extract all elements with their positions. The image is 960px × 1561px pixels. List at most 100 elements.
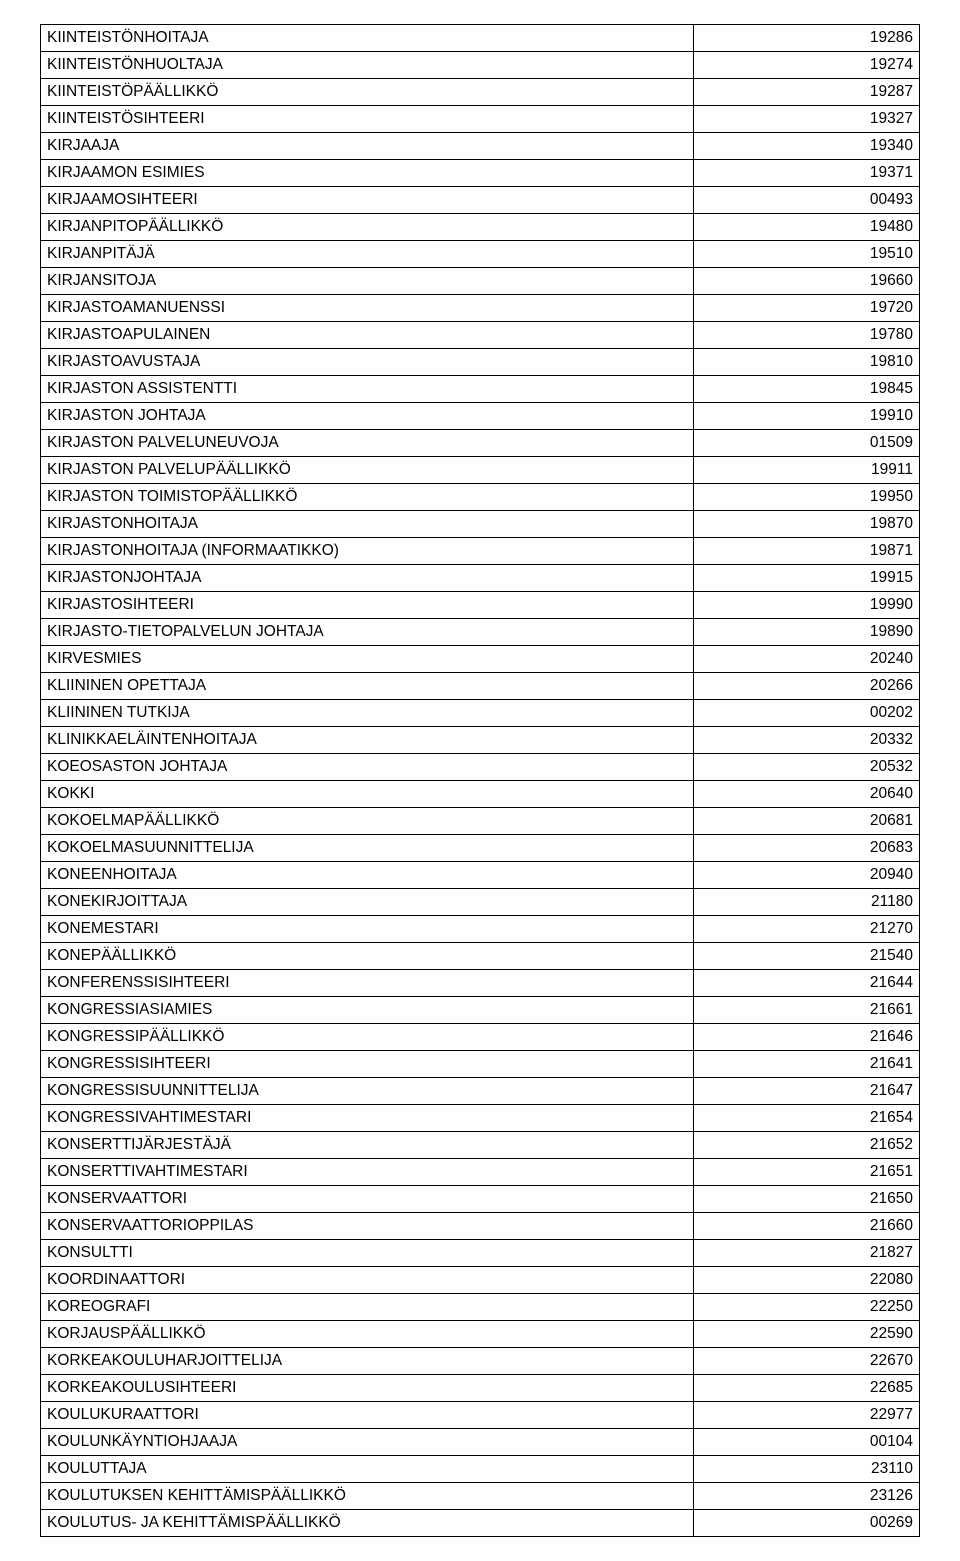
- job-code-cell: 21646: [693, 1024, 919, 1051]
- job-name-cell: KORJAUSPÄÄLLIKKÖ: [41, 1321, 694, 1348]
- job-name-cell: KONFERENSSISIHTEERI: [41, 970, 694, 997]
- job-name-cell: KIRJASTOAPULAINEN: [41, 322, 694, 349]
- job-name-cell: KIRJASTOSIHTEERI: [41, 592, 694, 619]
- job-code-cell: 19950: [693, 484, 919, 511]
- job-code-cell: 00202: [693, 700, 919, 727]
- job-name-cell: KOULUTTAJA: [41, 1456, 694, 1483]
- job-name-cell: KIINTEISTÖSIHTEERI: [41, 106, 694, 133]
- table-row: KONGRESSISUUNNITTELIJA21647: [41, 1078, 920, 1105]
- job-name-cell: KIRJASTON TOIMISTOPÄÄLLIKKÖ: [41, 484, 694, 511]
- job-code-cell: 20532: [693, 754, 919, 781]
- job-name-cell: KONEENHOITAJA: [41, 862, 694, 889]
- table-row: KIRJASTONHOITAJA (INFORMAATIKKO)19871: [41, 538, 920, 565]
- table-row: KOORDINAATTORI22080: [41, 1267, 920, 1294]
- job-name-cell: KIRJASTON ASSISTENTTI: [41, 376, 694, 403]
- job-code-cell: 20681: [693, 808, 919, 835]
- job-name-cell: KONEMESTARI: [41, 916, 694, 943]
- job-code-cell: 21827: [693, 1240, 919, 1267]
- job-code-cell: 22977: [693, 1402, 919, 1429]
- job-code-cell: 22685: [693, 1375, 919, 1402]
- job-code-cell: 21641: [693, 1051, 919, 1078]
- job-code-cell: 21644: [693, 970, 919, 997]
- job-name-cell: KIRJASTONHOITAJA (INFORMAATIKKO): [41, 538, 694, 565]
- job-name-cell: KOULUNKÄYNTIOHJAAJA: [41, 1429, 694, 1456]
- table-row: KIRJANPITÄJÄ19510: [41, 241, 920, 268]
- table-row: KONGRESSIASIAMIES21661: [41, 997, 920, 1024]
- job-name-cell: KIRJASTON JOHTAJA: [41, 403, 694, 430]
- table-row: KIRJASTON ASSISTENTTI19845: [41, 376, 920, 403]
- table-row: KIRJASTONJOHTAJA19915: [41, 565, 920, 592]
- job-code-cell: 01509: [693, 430, 919, 457]
- job-name-cell: KOEOSASTON JOHTAJA: [41, 754, 694, 781]
- table-row: KONGRESSIVAHTIMESTARI21654: [41, 1105, 920, 1132]
- job-name-cell: KIINTEISTÖPÄÄLLIKKÖ: [41, 79, 694, 106]
- table-row: KOULUTUS- JA KEHITTÄMISPÄÄLLIKKÖ00269: [41, 1510, 920, 1537]
- job-code-cell: 19871: [693, 538, 919, 565]
- job-name-cell: KOULUTUKSEN KEHITTÄMISPÄÄLLIKKÖ: [41, 1483, 694, 1510]
- table-row: KLINIKKAELÄINTENHOITAJA20332: [41, 727, 920, 754]
- table-row: KIRVESMIES20240: [41, 646, 920, 673]
- job-code-cell: 22590: [693, 1321, 919, 1348]
- job-name-cell: KIRJANSITOJA: [41, 268, 694, 295]
- job-name-cell: KIRJASTOAVUSTAJA: [41, 349, 694, 376]
- table-row: KIRJAAJA19340: [41, 133, 920, 160]
- job-name-cell: KIRJANPITOPÄÄLLIKKÖ: [41, 214, 694, 241]
- job-name-cell: KIRJASTOAMANUENSSI: [41, 295, 694, 322]
- table-row: KOEOSASTON JOHTAJA20532: [41, 754, 920, 781]
- table-row: KOKKI20640: [41, 781, 920, 808]
- job-code-cell: 19911: [693, 457, 919, 484]
- table-row: KIINTEISTÖNHOITAJA19286: [41, 25, 920, 52]
- table-row: KOKOELMAPÄÄLLIKKÖ20681: [41, 808, 920, 835]
- job-name-cell: KONSERTTIJÄRJESTÄJÄ: [41, 1132, 694, 1159]
- job-code-cell: 20240: [693, 646, 919, 673]
- table-row: KIRJASTON PALVELUPÄÄLLIKKÖ19911: [41, 457, 920, 484]
- job-name-cell: KIRJAAJA: [41, 133, 694, 160]
- table-row: KONSERVAATTORIOPPILAS21660: [41, 1213, 920, 1240]
- job-name-cell: KONEKIRJOITTAJA: [41, 889, 694, 916]
- job-code-cell: 22080: [693, 1267, 919, 1294]
- job-code-cell: 22250: [693, 1294, 919, 1321]
- job-name-cell: KORKEAKOULUHARJOITTELIJA: [41, 1348, 694, 1375]
- job-name-cell: KLIININEN OPETTAJA: [41, 673, 694, 700]
- table-row: KORKEAKOULUSIHTEERI22685: [41, 1375, 920, 1402]
- job-code-cell: 19890: [693, 619, 919, 646]
- job-name-cell: KOKKI: [41, 781, 694, 808]
- job-code-cell: 21660: [693, 1213, 919, 1240]
- job-code-table: KIINTEISTÖNHOITAJA19286KIINTEISTÖNHUOLTA…: [40, 24, 920, 1537]
- job-code-cell: 20940: [693, 862, 919, 889]
- job-code-cell: 19915: [693, 565, 919, 592]
- job-name-cell: KIRJASTON PALVELUNEUVOJA: [41, 430, 694, 457]
- job-code-cell: 19660: [693, 268, 919, 295]
- job-code-cell: 21647: [693, 1078, 919, 1105]
- job-name-cell: KOORDINAATTORI: [41, 1267, 694, 1294]
- job-name-cell: KOKOELMAPÄÄLLIKKÖ: [41, 808, 694, 835]
- job-code-cell: 19480: [693, 214, 919, 241]
- job-code-cell: 20266: [693, 673, 919, 700]
- table-row: KONGRESSISIHTEERI21641: [41, 1051, 920, 1078]
- job-code-cell: 21654: [693, 1105, 919, 1132]
- job-name-cell: KONGRESSISIHTEERI: [41, 1051, 694, 1078]
- table-row: KONEENHOITAJA20940: [41, 862, 920, 889]
- job-name-cell: KIINTEISTÖNHUOLTAJA: [41, 52, 694, 79]
- table-row: KOULUKURAATTORI22977: [41, 1402, 920, 1429]
- job-code-cell: 00493: [693, 187, 919, 214]
- table-row: KONEMESTARI21270: [41, 916, 920, 943]
- job-code-cell: 21652: [693, 1132, 919, 1159]
- job-code-cell: 19510: [693, 241, 919, 268]
- table-row: KONSERTTIVAHTIMESTARI21651: [41, 1159, 920, 1186]
- job-name-cell: KONSERTTIVAHTIMESTARI: [41, 1159, 694, 1186]
- job-name-cell: KONGRESSIVAHTIMESTARI: [41, 1105, 694, 1132]
- job-code-cell: 20332: [693, 727, 919, 754]
- job-name-cell: KOKOELMASUUNNITTELIJA: [41, 835, 694, 862]
- table-row: KIRJASTON PALVELUNEUVOJA01509: [41, 430, 920, 457]
- job-name-cell: KOULUKURAATTORI: [41, 1402, 694, 1429]
- table-row: KORKEAKOULUHARJOITTELIJA22670: [41, 1348, 920, 1375]
- table-row: KIRJAAMOSIHTEERI00493: [41, 187, 920, 214]
- page-container: KIINTEISTÖNHOITAJA19286KIINTEISTÖNHUOLTA…: [0, 0, 960, 1561]
- job-code-cell: 23110: [693, 1456, 919, 1483]
- table-row: KLIININEN OPETTAJA20266: [41, 673, 920, 700]
- job-name-cell: KOREOGRAFI: [41, 1294, 694, 1321]
- table-row: KIRJANSITOJA19660: [41, 268, 920, 295]
- job-code-cell: 19340: [693, 133, 919, 160]
- table-row: KIRJASTONHOITAJA19870: [41, 511, 920, 538]
